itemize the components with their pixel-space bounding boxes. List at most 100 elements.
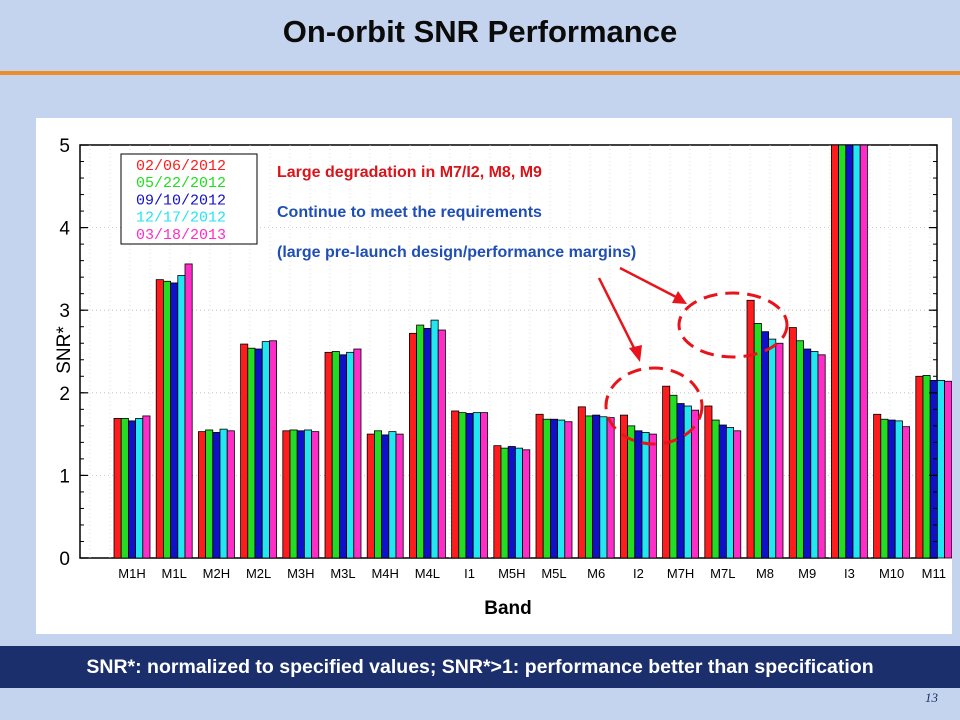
bar-m1l-1 (155, 279, 164, 559)
bar-m3h-4 (303, 429, 312, 559)
bar-m2h-3 (212, 432, 221, 559)
bar-m10-1 (873, 413, 882, 559)
bar-m1l-5 (184, 263, 193, 559)
bar-m6-3 (592, 414, 601, 559)
x-tick-label: I2 (633, 566, 644, 581)
bar-m6-4 (599, 416, 608, 559)
bar-i3-1 (831, 144, 840, 559)
bar-m5h-3 (507, 446, 516, 559)
x-tick-label: M1H (118, 566, 145, 581)
bar-m10-3 (887, 419, 896, 559)
slide-number: 13 (925, 690, 938, 705)
bar-m2h-5 (226, 430, 235, 559)
annotation-margins: (large pre-launch design/performance mar… (277, 244, 636, 261)
bar-i3-5 (859, 144, 868, 559)
title-underline (0, 71, 960, 75)
bar-i3-2 (838, 144, 847, 559)
x-tick-label: M7H (667, 566, 694, 581)
x-tick-label: M11 (922, 566, 946, 581)
bar-m9-4 (810, 351, 819, 559)
bar-i2-3 (634, 430, 643, 559)
bar-m1h-1 (113, 418, 122, 559)
callout-ellipse-m8-m9 (677, 291, 789, 359)
bar-m4l-1 (408, 332, 417, 559)
bar-m7h-2 (669, 394, 678, 559)
bar-m6-5 (606, 417, 615, 559)
x-axis-label: Band (484, 598, 532, 619)
annotation-requirements: Continue to meet the requirements (277, 204, 542, 221)
bar-m3l-3 (338, 354, 347, 559)
bar-i1-3 (465, 413, 474, 559)
bar-m7h-1 (662, 385, 671, 559)
bar-m5l-1 (535, 413, 544, 559)
bar-m4h-4 (388, 431, 397, 559)
x-tick-label: M6 (587, 566, 605, 581)
bar-m9-5 (817, 354, 826, 559)
bar-i2-4 (641, 432, 650, 559)
legend-entry: 09/10/2012 (136, 192, 226, 209)
bar-m2l-3 (254, 348, 263, 559)
x-tick-label: M2L (246, 566, 271, 581)
bar-m3l-5 (353, 348, 362, 559)
x-tick-label: M10 (879, 566, 904, 581)
bar-i1-1 (451, 410, 460, 559)
bar-m4l-3 (423, 327, 432, 559)
bar-i3-4 (852, 144, 861, 559)
bar-m7l-1 (704, 405, 713, 559)
x-axis: M1H M1L M2H M2L M3H M3L M4H M4L I1 M5H M5L M6 I2 M7H M… (118, 566, 946, 581)
bar-m11-5 (944, 380, 952, 559)
bar-m11-1 (915, 375, 924, 559)
legend-entry: 05/22/2012 (136, 175, 226, 192)
callout-ellipse-m7-i2 (604, 366, 704, 446)
bar-m3h-3 (296, 430, 305, 559)
bar-m2l-2 (247, 347, 256, 559)
bar-m6-2 (585, 415, 594, 559)
footer-banner: SNR*: normalized to specified values; SN… (0, 646, 960, 688)
bar-m2h-2 (205, 429, 214, 559)
y-tick-label: 4 (59, 219, 70, 240)
bar-i1-2 (458, 412, 467, 559)
bar-m2l-1 (240, 343, 249, 559)
callout-arrowhead-m8 (672, 291, 687, 304)
bar-m4h-3 (381, 434, 390, 559)
x-tick-label: M9 (798, 566, 816, 581)
bar-m5h-4 (514, 447, 523, 559)
bar-m5l-2 (542, 418, 551, 559)
bar-m7l-3 (718, 424, 727, 559)
bar-m3h-5 (311, 431, 320, 559)
annotation-degradation: Large degradation in M7/I2, M8, M9 (277, 164, 542, 181)
bar-i2-2 (627, 425, 636, 559)
bar-m3l-4 (346, 351, 355, 559)
bar-m5h-1 (493, 445, 502, 559)
x-tick-label: M7L (710, 566, 735, 581)
x-tick-label: M4L (415, 566, 440, 581)
x-tick-label: M5L (541, 566, 566, 581)
bar-m10-4 (894, 420, 903, 559)
bar-m9-2 (796, 340, 805, 559)
bar-i1-5 (479, 412, 488, 559)
bar-m9-3 (803, 348, 812, 559)
bar-m1h-4 (135, 418, 144, 559)
bar-m2l-4 (261, 341, 270, 559)
callout-arrow-m8 (619, 266, 679, 300)
bar-m8-1 (746, 299, 755, 559)
bar-m8-5 (775, 342, 784, 559)
bar-i2-5 (648, 433, 657, 559)
x-tick-label: M8 (756, 566, 774, 581)
bar-m5h-2 (500, 447, 509, 559)
bar-m3h-2 (289, 429, 298, 559)
bar-m3l-1 (324, 351, 333, 559)
bar-m5l-4 (557, 419, 566, 559)
legend-entry: 12/17/2012 (136, 210, 226, 227)
bar-m5h-5 (522, 449, 531, 559)
bar-m7l-5 (733, 430, 742, 559)
y-tick-label: 2 (59, 384, 70, 405)
bar-m10-2 (880, 418, 889, 559)
bar-i3-3 (845, 144, 854, 559)
bar-m3h-1 (282, 430, 291, 559)
y-axis-label: SNR* (54, 326, 75, 374)
x-tick-label: M5H (498, 566, 525, 581)
bar-m3l-2 (331, 351, 340, 559)
